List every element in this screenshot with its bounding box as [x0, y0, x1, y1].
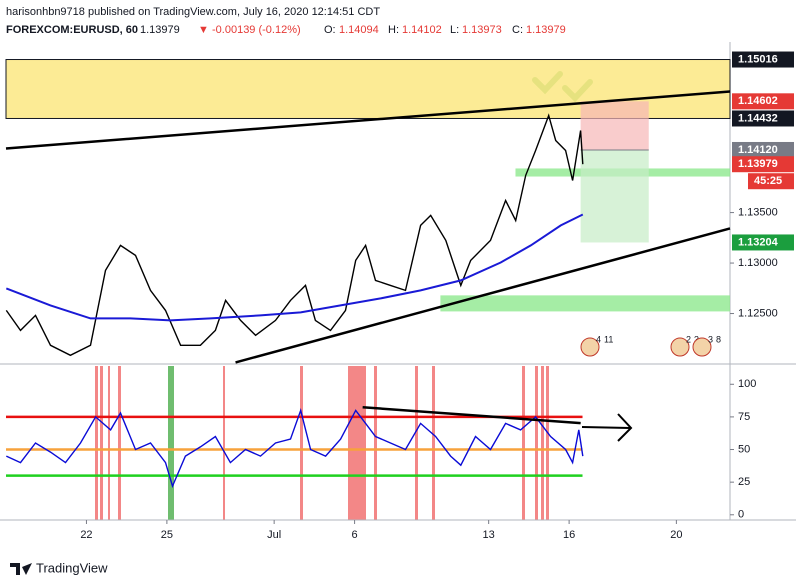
countdown: 45:25 — [754, 175, 782, 187]
band — [168, 366, 174, 520]
ohlc-value: 1.13973 — [462, 24, 502, 36]
event-label: 11 — [604, 334, 613, 344]
band — [546, 366, 549, 520]
brand: TradingView — [36, 560, 108, 575]
y-tick-label: 100 — [738, 378, 756, 390]
price-tag-label: 1.13979 — [738, 158, 778, 170]
x-tick-label: Jul — [267, 529, 281, 541]
ohlc-key: O: — [324, 24, 336, 36]
y-tick-label: 50 — [738, 443, 750, 455]
event-icon — [580, 337, 600, 357]
price-tag — [732, 156, 794, 173]
band — [100, 366, 103, 520]
ohlc-value: 1.14094 — [339, 24, 379, 36]
price-tag — [732, 51, 794, 68]
y-tick-label: 75 — [738, 411, 750, 423]
y-tick-label: 1.13500 — [738, 206, 778, 218]
y-tick-label: 25 — [738, 476, 750, 488]
x-tick-label: 6 — [352, 529, 358, 541]
price-tag-label: 1.14120 — [738, 144, 778, 156]
band — [95, 366, 98, 520]
band — [118, 366, 121, 520]
last-price: 1.13979 — [140, 24, 180, 36]
ohlc-key: C: — [512, 24, 523, 36]
x-tick-label: 25 — [161, 529, 173, 541]
trendline — [235, 227, 731, 364]
x-tick-label: 22 — [80, 529, 92, 541]
direction: ▼ — [198, 24, 209, 36]
x-tick-label: 13 — [483, 529, 495, 541]
series-line — [6, 407, 584, 489]
event-label: 8 — [716, 334, 721, 344]
zone — [440, 295, 730, 312]
ohlc-value: 1.14102 — [402, 24, 442, 36]
band — [432, 366, 435, 520]
band — [522, 366, 525, 520]
band — [541, 366, 544, 520]
event-icon — [670, 337, 690, 357]
publisher: harisonhbn9718 published on TradingView.… — [6, 6, 380, 18]
price-tag-label: 1.15016 — [738, 53, 778, 65]
ohlc-key: L: — [450, 24, 459, 36]
position-risk — [580, 101, 649, 150]
band — [374, 366, 377, 520]
y-tick-label: 0 — [738, 509, 744, 521]
ohlc-value: 1.13979 — [526, 24, 566, 36]
band — [348, 366, 366, 520]
y-tick-label: 1.13000 — [738, 257, 778, 269]
price-tag-label: 1.14432 — [738, 112, 778, 124]
band — [300, 366, 303, 520]
x-tick-label: 16 — [563, 529, 575, 541]
price-tag — [732, 141, 794, 158]
position-reward — [580, 149, 649, 243]
symbol: FOREXCOM:EURUSD, 60 — [6, 24, 138, 36]
osc-bands — [95, 366, 549, 520]
ohlc-key: H: — [388, 24, 399, 36]
trendline — [362, 405, 581, 425]
price-tag — [732, 110, 794, 127]
countdown-bg — [748, 173, 794, 190]
trendline — [5, 90, 731, 150]
series-line — [5, 213, 584, 322]
x-tick-label: 20 — [670, 529, 682, 541]
price-tag-label: 1.14602 — [738, 95, 778, 107]
y-tick-label: 1.12500 — [738, 307, 778, 319]
price-tag — [732, 93, 794, 110]
event-icon — [692, 337, 712, 357]
price-tag — [732, 234, 794, 251]
price-tag-label: 1.13204 — [738, 236, 779, 248]
event-label: 4 — [596, 334, 601, 344]
band — [223, 366, 225, 520]
band — [415, 366, 418, 520]
band — [535, 366, 538, 520]
arrow — [581, 413, 633, 442]
change: -0.00139 (-0.12%) — [212, 24, 301, 36]
series-line — [5, 113, 584, 357]
band — [108, 366, 110, 520]
event-label: 2 — [686, 334, 691, 344]
event-label: 3 — [708, 334, 713, 344]
logo — [10, 563, 32, 575]
